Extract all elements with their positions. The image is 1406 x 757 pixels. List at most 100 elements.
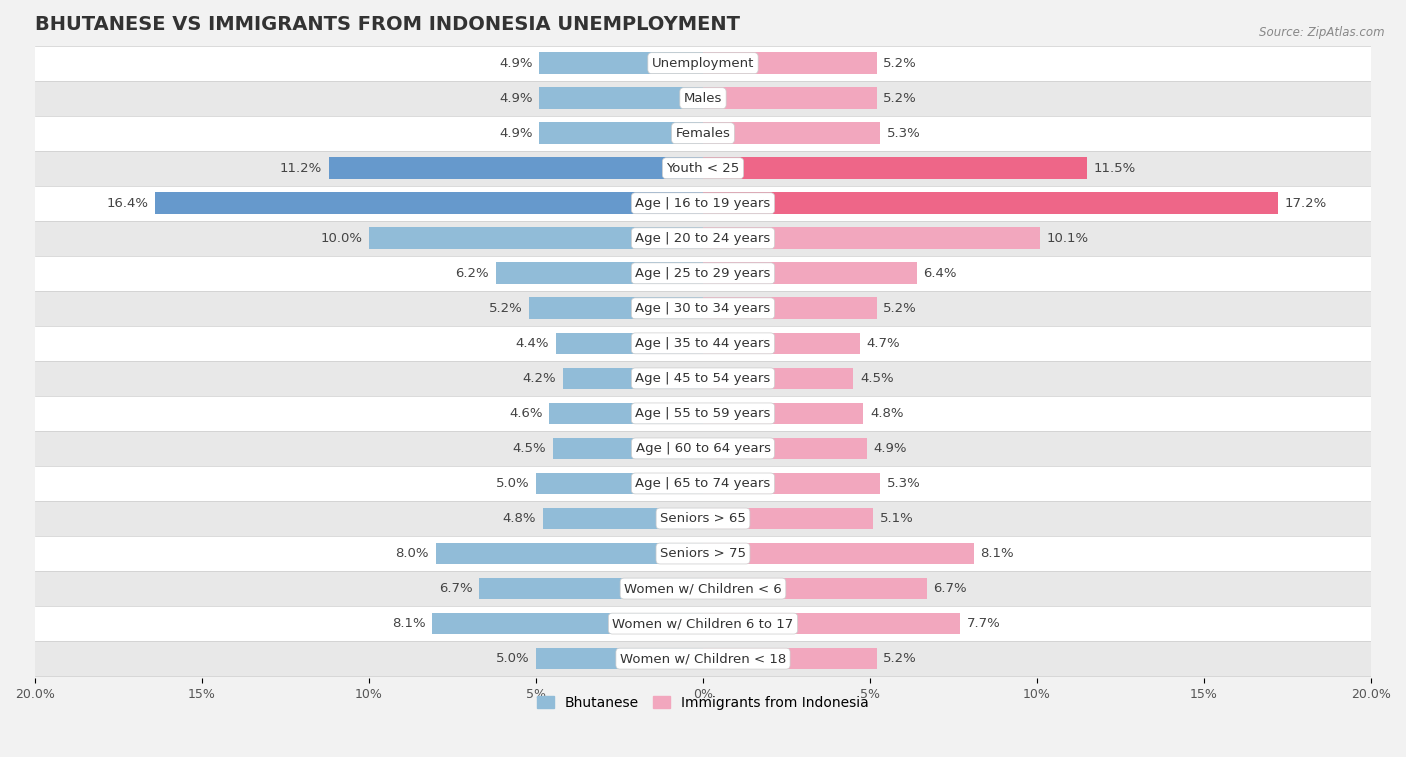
Bar (35, 361, 1371, 396)
Bar (35, 536, 1371, 571)
Bar (703, 192, 1278, 214)
Text: 4.8%: 4.8% (870, 407, 904, 420)
Text: 5.2%: 5.2% (883, 92, 917, 104)
Bar (703, 368, 853, 389)
Text: 8.0%: 8.0% (395, 547, 429, 560)
Bar (703, 332, 860, 354)
Bar (562, 368, 703, 389)
Bar (479, 578, 703, 600)
Text: Age | 35 to 44 years: Age | 35 to 44 years (636, 337, 770, 350)
Bar (35, 641, 1371, 676)
Bar (703, 543, 973, 565)
Text: 5.2%: 5.2% (883, 57, 917, 70)
Text: Males: Males (683, 92, 723, 104)
Bar (703, 403, 863, 424)
Text: Age | 55 to 59 years: Age | 55 to 59 years (636, 407, 770, 420)
Bar (35, 116, 1371, 151)
Bar (703, 578, 927, 600)
Text: Females: Females (675, 126, 731, 140)
Bar (35, 221, 1371, 256)
Text: Age | 25 to 29 years: Age | 25 to 29 years (636, 266, 770, 280)
Text: 5.1%: 5.1% (880, 512, 914, 525)
Bar (703, 508, 873, 529)
Text: Age | 65 to 74 years: Age | 65 to 74 years (636, 477, 770, 490)
Text: Age | 45 to 54 years: Age | 45 to 54 years (636, 372, 770, 385)
Text: 6.2%: 6.2% (456, 266, 489, 280)
Bar (329, 157, 703, 179)
Bar (703, 227, 1040, 249)
Bar (536, 648, 703, 669)
Text: 5.0%: 5.0% (496, 652, 529, 665)
Text: 4.9%: 4.9% (499, 92, 533, 104)
Text: Seniors > 75: Seniors > 75 (659, 547, 747, 560)
Bar (703, 648, 877, 669)
Text: 4.7%: 4.7% (866, 337, 900, 350)
Bar (368, 227, 703, 249)
Text: 4.9%: 4.9% (873, 442, 907, 455)
Bar (540, 123, 703, 144)
Bar (703, 612, 960, 634)
Bar (35, 45, 1371, 81)
Bar (553, 438, 703, 459)
Bar (35, 326, 1371, 361)
Bar (703, 52, 877, 74)
Bar (703, 157, 1087, 179)
Text: 4.8%: 4.8% (502, 512, 536, 525)
Text: 4.5%: 4.5% (512, 442, 546, 455)
Text: 4.5%: 4.5% (860, 372, 894, 385)
Text: Women w/ Children 6 to 17: Women w/ Children 6 to 17 (613, 617, 793, 630)
Text: Age | 20 to 24 years: Age | 20 to 24 years (636, 232, 770, 245)
Text: Age | 16 to 19 years: Age | 16 to 19 years (636, 197, 770, 210)
Text: Age | 30 to 34 years: Age | 30 to 34 years (636, 302, 770, 315)
Bar (496, 263, 703, 284)
Text: 6.7%: 6.7% (439, 582, 472, 595)
Bar (529, 298, 703, 319)
Bar (540, 87, 703, 109)
Text: 5.3%: 5.3% (887, 477, 921, 490)
Bar (550, 403, 703, 424)
Bar (155, 192, 703, 214)
Text: 10.1%: 10.1% (1047, 232, 1090, 245)
Bar (35, 151, 1371, 185)
Text: 6.4%: 6.4% (924, 266, 957, 280)
Text: 8.1%: 8.1% (980, 547, 1014, 560)
Text: 4.2%: 4.2% (523, 372, 555, 385)
Bar (703, 298, 877, 319)
Bar (35, 571, 1371, 606)
Bar (436, 543, 703, 565)
Text: Source: ZipAtlas.com: Source: ZipAtlas.com (1260, 26, 1385, 39)
Text: Seniors > 65: Seniors > 65 (659, 512, 747, 525)
Text: 5.0%: 5.0% (496, 477, 529, 490)
Text: Youth < 25: Youth < 25 (666, 162, 740, 175)
Text: 4.4%: 4.4% (516, 337, 550, 350)
Bar (543, 508, 703, 529)
Bar (703, 472, 880, 494)
Text: Women w/ Children < 18: Women w/ Children < 18 (620, 652, 786, 665)
Bar (35, 81, 1371, 116)
Bar (703, 263, 917, 284)
Text: Unemployment: Unemployment (652, 57, 754, 70)
Text: 8.1%: 8.1% (392, 617, 426, 630)
Text: 17.2%: 17.2% (1284, 197, 1326, 210)
Bar (555, 332, 703, 354)
Bar (703, 87, 877, 109)
Bar (536, 472, 703, 494)
Text: 5.3%: 5.3% (887, 126, 921, 140)
Bar (703, 123, 880, 144)
Bar (35, 256, 1371, 291)
Text: Women w/ Children < 6: Women w/ Children < 6 (624, 582, 782, 595)
Text: 7.7%: 7.7% (967, 617, 1001, 630)
Bar (35, 501, 1371, 536)
Text: BHUTANESE VS IMMIGRANTS FROM INDONESIA UNEMPLOYMENT: BHUTANESE VS IMMIGRANTS FROM INDONESIA U… (35, 15, 740, 34)
Text: Age | 60 to 64 years: Age | 60 to 64 years (636, 442, 770, 455)
Text: 11.2%: 11.2% (280, 162, 322, 175)
Text: 5.2%: 5.2% (489, 302, 523, 315)
Bar (703, 438, 866, 459)
Legend: Bhutanese, Immigrants from Indonesia: Bhutanese, Immigrants from Indonesia (531, 690, 875, 715)
Bar (35, 185, 1371, 221)
Text: 4.9%: 4.9% (499, 57, 533, 70)
Bar (35, 396, 1371, 431)
Bar (540, 52, 703, 74)
Text: 4.6%: 4.6% (509, 407, 543, 420)
Bar (35, 291, 1371, 326)
